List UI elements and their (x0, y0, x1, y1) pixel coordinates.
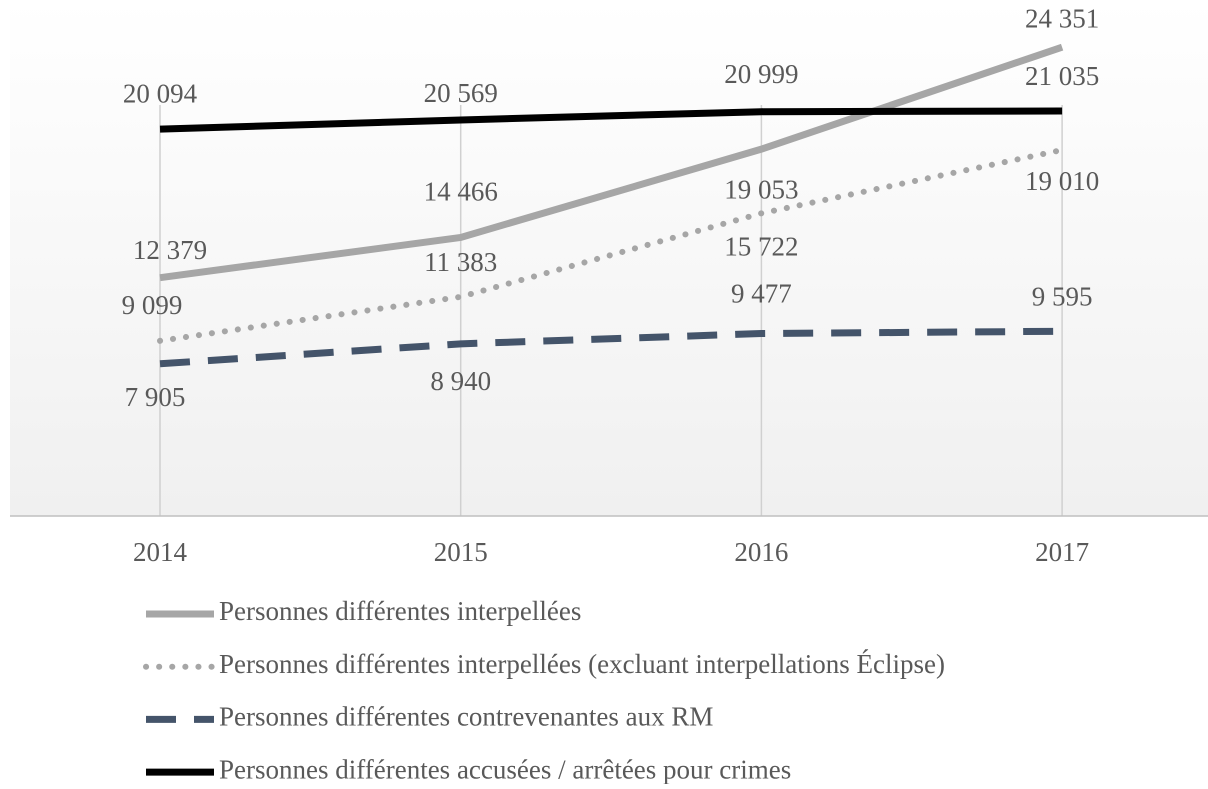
data-label: 20 569 (424, 78, 498, 108)
data-label: 24 351 (1025, 3, 1099, 33)
x-tick-label: 2017 (1035, 537, 1089, 567)
data-label: 14 466 (424, 177, 498, 207)
series-line (157, 146, 1066, 344)
data-label: 19 053 (724, 174, 798, 204)
data-label: 9 099 (122, 290, 183, 320)
data-label: 20 999 (724, 59, 798, 89)
x-tick-label: 2014 (133, 537, 188, 567)
data-label: 11 383 (424, 247, 497, 277)
legend-label: Personnes différentes contrevenantes aux… (219, 702, 713, 732)
data-label: 8 940 (430, 366, 491, 396)
data-label: 7 905 (125, 382, 186, 412)
series-line (159, 107, 1063, 133)
data-label: 12 379 (133, 235, 207, 265)
series-line (159, 43, 1064, 282)
data-label: 9 595 (1032, 281, 1093, 311)
data-label: 19 010 (1025, 166, 1099, 196)
legend-label: Personnes différentes accusées / arrêtée… (219, 754, 791, 784)
data-label: 15 722 (724, 231, 798, 261)
legend-label: Personnes différentes interpellées (219, 596, 581, 626)
data-label: 21 035 (1025, 61, 1099, 91)
data-label: 9 477 (731, 279, 792, 309)
legend-label: Personnes différentes interpellées (excl… (219, 649, 945, 679)
x-tick-label: 2015 (434, 537, 488, 567)
x-tick-label: 2016 (734, 537, 788, 567)
series-line (159, 327, 1063, 368)
data-label: 20 094 (123, 78, 198, 108)
